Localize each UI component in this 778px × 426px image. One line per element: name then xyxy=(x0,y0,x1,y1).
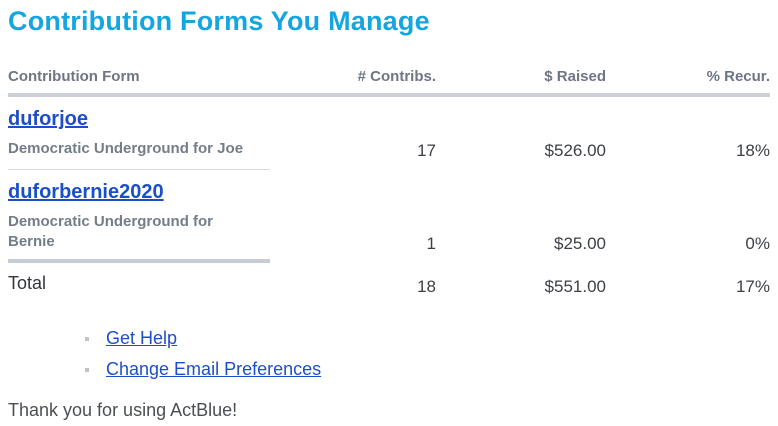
form-name: Democratic Underground for Joe xyxy=(8,140,244,157)
recurring-value: 0% xyxy=(745,234,770,253)
column-header-recur: % Recur. xyxy=(606,68,770,97)
recurring-value: 18% xyxy=(735,141,770,160)
contribs-value: 17 xyxy=(417,141,436,160)
row-divider xyxy=(8,169,270,170)
total-label: Total xyxy=(8,273,47,293)
list-item: Change Email Preferences xyxy=(100,358,770,379)
total-raised-value: $551.00 xyxy=(544,277,606,296)
form-name: Democratic Underground for Bernie xyxy=(8,213,214,250)
change-email-preferences-link[interactable]: Change Email Preferences xyxy=(106,359,322,379)
form-link-duforjoe[interactable]: duforjoe xyxy=(8,108,88,130)
list-item: Get Help xyxy=(100,327,770,348)
form-cell: duforbernie2020 Democratic Underground f… xyxy=(8,170,270,263)
contribs-value: 1 xyxy=(426,234,436,253)
thank-you-text: Thank you for using ActBlue! xyxy=(8,400,238,420)
table-header-row: Contribution Form # Contribs. $ Raised %… xyxy=(8,68,770,97)
page-title: Contribution Forms You Manage xyxy=(8,6,430,36)
table-row: duforbernie2020 Democratic Underground f… xyxy=(8,170,770,263)
raised-value: $526.00 xyxy=(544,141,606,160)
total-row: Total 18 $551.00 17% xyxy=(8,263,770,297)
form-cell: duforjoe Democratic Underground for Joe xyxy=(8,95,270,170)
column-header-contribution-form: Contribution Form xyxy=(8,68,270,97)
row-divider xyxy=(8,259,270,263)
total-recurring-value: 17% xyxy=(735,277,770,296)
raised-value: $25.00 xyxy=(554,234,606,253)
form-link-duforbernie2020[interactable]: duforbernie2020 xyxy=(8,181,164,203)
footer-links: Get Help Change Email Preferences xyxy=(8,327,770,379)
column-header-raised: $ Raised xyxy=(436,68,606,97)
column-header-contribs: # Contribs. xyxy=(270,68,436,97)
table-row: duforjoe Democratic Underground for Joe … xyxy=(8,95,770,170)
get-help-link[interactable]: Get Help xyxy=(106,328,178,348)
total-contribs-value: 18 xyxy=(417,277,436,296)
contribution-forms-table: Contribution Form # Contribs. $ Raised %… xyxy=(8,68,770,297)
